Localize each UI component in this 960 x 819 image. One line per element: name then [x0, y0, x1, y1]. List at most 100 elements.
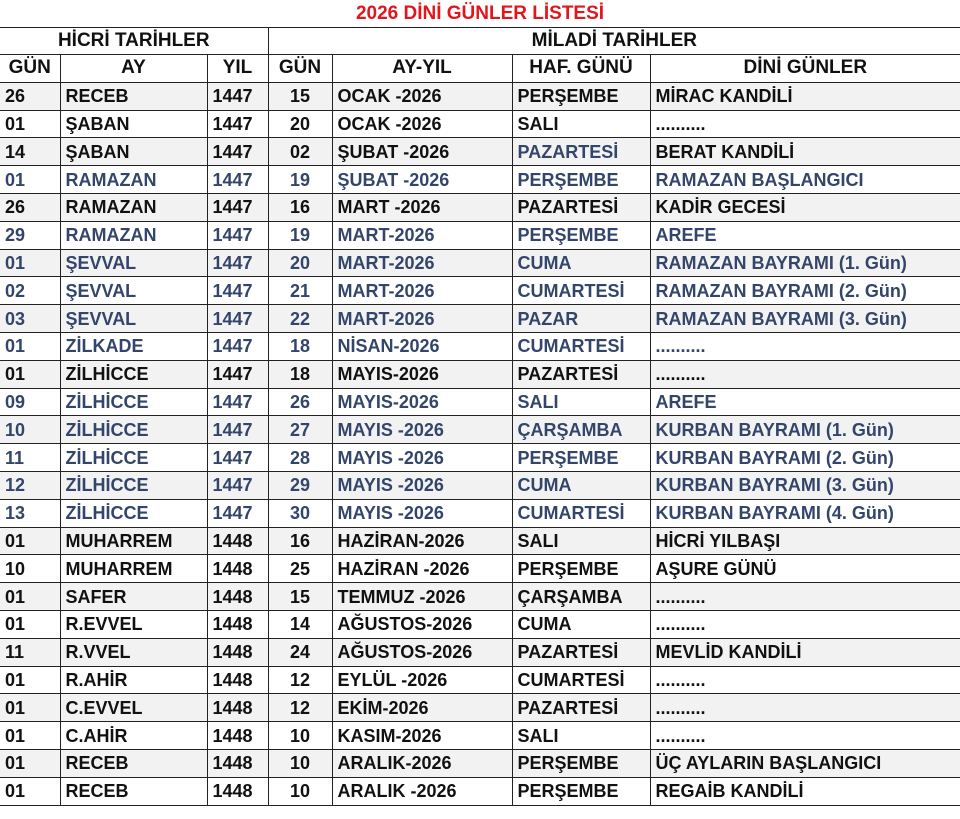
cell-weekday: PAZARTESİ	[511, 693, 651, 723]
cell-hicri-day: 09	[0, 387, 61, 417]
cell-miladi-day: 27	[267, 415, 333, 445]
cell-religious-day: ..........	[649, 109, 960, 139]
cell-miladi-day: 25	[267, 554, 333, 584]
cell-miladi-day: 16	[267, 192, 333, 222]
cell-religious-day: KADİR GECESİ	[649, 192, 960, 222]
cell-hicri-month: RAMAZAN	[59, 220, 208, 250]
cell-religious-day: KURBAN BAYRAMI (1. Gün)	[649, 415, 960, 445]
table-row: 13 ZİLHİCCE 1447 30 MAYIS -2026 CUMARTESİ KURB…	[0, 498, 960, 528]
cell-hicri-month: RECEB	[59, 748, 208, 778]
cell-weekday: CUMA	[511, 470, 651, 500]
cell-miladi-month-year: MAYIS -2026	[331, 443, 513, 472]
cell-miladi-month-year: TEMMUZ -2026	[331, 582, 513, 611]
cell-weekday: PAZAR	[511, 304, 651, 333]
cell-hicri-day: 14	[0, 137, 61, 167]
cell-miladi-month-year: MART-2026	[331, 248, 513, 278]
cell-miladi-day: 02	[267, 137, 333, 167]
cell-hicri-day: 12	[0, 470, 61, 500]
cell-weekday: CUMA	[511, 609, 651, 639]
cell-hicri-day: 03	[0, 304, 61, 333]
table-row: 01 ZİLHİCCE 1447 18 MAYIS-2026 PAZARTESİ.....…	[0, 359, 960, 389]
cell-religious-day: ..........	[649, 359, 960, 389]
cell-religious-day: BERAT KANDİLİ	[649, 137, 960, 167]
cell-hicri-month: ZİLHİCCE	[59, 415, 208, 445]
cell-hicri-month: C.AHİR	[59, 721, 208, 750]
cell-miladi-month-year: MART-2026	[331, 304, 513, 333]
hicri-group-header: HİCRİ TARİHLER	[0, 27, 269, 55]
cell-religious-day: KURBAN BAYRAMI (3. Gün)	[649, 470, 960, 500]
cell-miladi-day: 21	[267, 276, 333, 306]
column-header-hicri-month: AY	[59, 54, 208, 83]
cell-hicri-year: 1447	[206, 443, 269, 472]
cell-miladi-day: 12	[267, 665, 333, 695]
cell-weekday: CUMARTESİ	[511, 276, 651, 306]
cell-religious-day: ..........	[649, 721, 960, 750]
cell-weekday: CUMARTESİ	[511, 498, 651, 528]
table-row: 02 ŞEVVAL 1447 21 MART-2026 CUMARTESİ RAMAZAN …	[0, 276, 960, 306]
cell-hicri-day: 01	[0, 582, 61, 611]
cell-miladi-day: 29	[267, 470, 333, 500]
table-row: 01 RAMAZAN 1447 19 ŞUBAT -2026 PERŞEMBE RAMAZA…	[0, 165, 960, 194]
cell-weekday: PERŞEMBE	[511, 81, 651, 111]
cell-miladi-day: 20	[267, 109, 333, 139]
cell-hicri-day: 10	[0, 415, 61, 445]
cell-miladi-month-year: MART-2026	[331, 220, 513, 250]
cell-religious-day: ÜÇ AYLARIN BAŞLANGICI	[649, 748, 960, 778]
column-header-religious-day: DİNİ GÜNLER	[649, 54, 960, 83]
cell-hicri-month: ZİLHİCCE	[59, 498, 208, 528]
table-row: 12 ZİLHİCCE 1447 29 MAYIS -2026 CUMA KURBAN BA…	[0, 470, 960, 500]
cell-miladi-month-year: MAYIS -2026	[331, 470, 513, 500]
cell-weekday: SALI	[511, 721, 651, 750]
cell-miladi-day: 15	[267, 582, 333, 611]
cell-hicri-day: 01	[0, 331, 61, 361]
cell-hicri-day: 01	[0, 109, 61, 139]
cell-hicri-month: ZİLKADE	[59, 331, 208, 361]
cell-hicri-month: MUHARREM	[59, 554, 208, 584]
cell-hicri-day: 10	[0, 554, 61, 584]
cell-miladi-month-year: MART -2026	[331, 192, 513, 222]
cell-miladi-month-year: AĞUSTOS-2026	[331, 609, 513, 639]
cell-miladi-month-year: HAZİRAN -2026	[331, 554, 513, 584]
cell-miladi-day: 10	[267, 721, 333, 750]
cell-hicri-day: 26	[0, 81, 61, 111]
table-row: 11 ZİLHİCCE 1447 28 MAYIS -2026 PERŞEMBE KURBA…	[0, 443, 960, 472]
cell-religious-day: HİCRİ YILBAŞI	[649, 526, 960, 556]
column-header-miladi-day: GÜN	[267, 54, 333, 83]
table-row: 10 ZİLHİCCE 1447 27 MAYIS -2026 ÇARŞAMBA KURBA…	[0, 415, 960, 445]
cell-weekday: PAZARTESİ	[511, 137, 651, 167]
cell-hicri-month: RECEB	[59, 81, 208, 111]
cell-religious-day: RAMAZAN BAYRAMI (3. Gün)	[649, 304, 960, 333]
cell-miladi-day: 15	[267, 81, 333, 111]
table-row: 01 ŞABAN 1447 20 OCAK -2026 SALI..........	[0, 109, 960, 139]
cell-weekday: PAZARTESİ	[511, 359, 651, 389]
cell-religious-day: RAMAZAN BAŞLANGICI	[649, 165, 960, 194]
cell-hicri-year: 1447	[206, 498, 269, 528]
cell-hicri-year: 1448	[206, 721, 269, 750]
cell-hicri-year: 1447	[206, 415, 269, 445]
cell-miladi-day: 28	[267, 443, 333, 472]
cell-hicri-year: 1448	[206, 637, 269, 667]
cell-miladi-month-year: ARALIK -2026	[331, 776, 513, 806]
cell-miladi-month-year: MART-2026	[331, 276, 513, 306]
cell-hicri-day: 26	[0, 192, 61, 222]
cell-miladi-day: 22	[267, 304, 333, 333]
cell-hicri-day: 01	[0, 165, 61, 194]
cell-miladi-month-year: MAYIS -2026	[331, 415, 513, 445]
cell-hicri-year: 1447	[206, 470, 269, 500]
cell-miladi-day: 14	[267, 609, 333, 639]
cell-hicri-day: 01	[0, 609, 61, 639]
cell-weekday: PERŞEMBE	[511, 554, 651, 584]
cell-hicri-day: 11	[0, 637, 61, 667]
cell-hicri-month: ZİLHİCCE	[59, 359, 208, 389]
table-row: 29 RAMAZAN 1447 19 MART-2026 PERŞEMBE AREFE	[0, 220, 960, 250]
cell-hicri-year: 1448	[206, 776, 269, 806]
cell-weekday: CUMARTESİ	[511, 665, 651, 695]
cell-hicri-month: C.EVVEL	[59, 693, 208, 723]
cell-miladi-day: 20	[267, 248, 333, 278]
cell-religious-day: ..........	[649, 609, 960, 639]
cell-hicri-year: 1447	[206, 387, 269, 417]
table-row: 01 RECEB 1448 10 ARALIK -2026 PERŞEMBE REGAİB …	[0, 776, 960, 806]
cell-miladi-month-year: AĞUSTOS-2026	[331, 637, 513, 667]
cell-hicri-year: 1448	[206, 665, 269, 695]
cell-hicri-month: R.EVVEL	[59, 609, 208, 639]
